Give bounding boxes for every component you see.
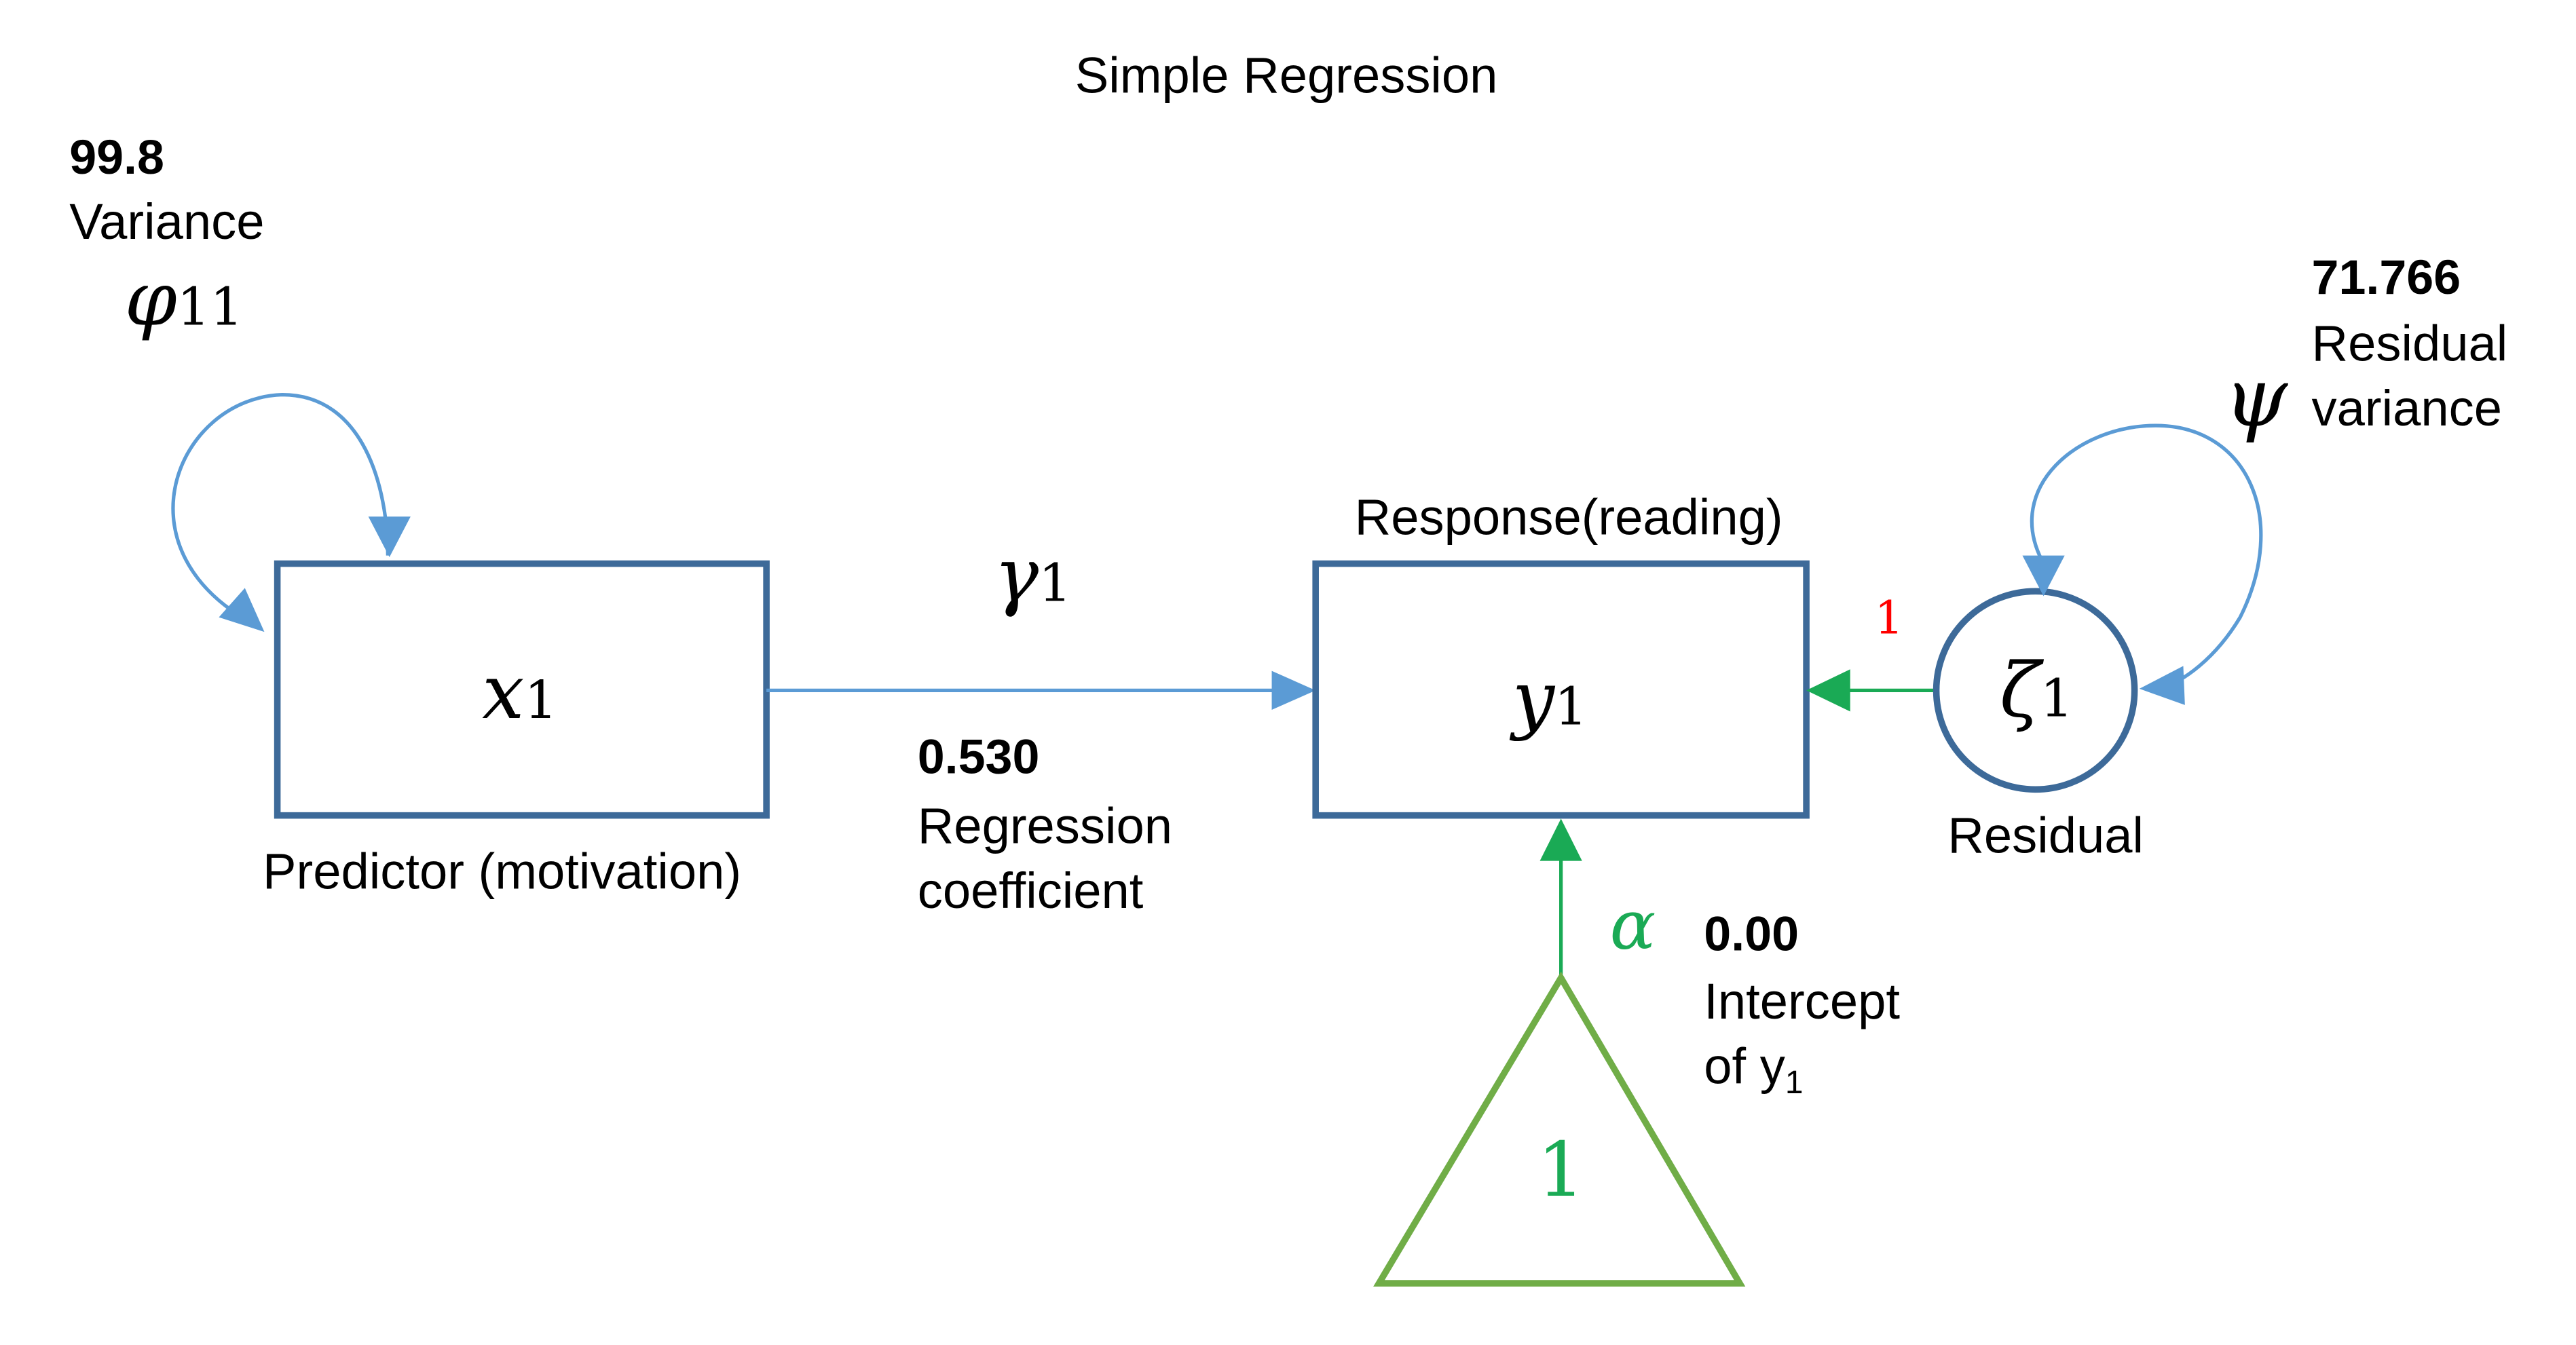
constant-label: 1 bbox=[1537, 1126, 1585, 1213]
gamma-symbol: γ1 bbox=[994, 532, 1072, 619]
intercept-arrowhead bbox=[1539, 818, 1582, 861]
alpha-symbol: α bbox=[1609, 886, 1656, 965]
residual-loop-arrowhead-top bbox=[2022, 555, 2065, 596]
residual-variance-loop bbox=[2030, 423, 2263, 691]
residual-loading: 1 bbox=[1875, 592, 1904, 645]
psi-symbol: ψ bbox=[2224, 351, 2288, 445]
regression-label-line1: Regression bbox=[918, 797, 1172, 854]
constant-triangle bbox=[1373, 971, 1746, 1287]
predictor-loop-arrowhead-top bbox=[368, 516, 411, 558]
residual-caption: Residual bbox=[1947, 808, 2144, 864]
residual-circle bbox=[1933, 588, 2138, 793]
residual-variance-label-line2: variance bbox=[2312, 380, 2502, 436]
diagram-title: Simple Regression bbox=[1075, 47, 1498, 103]
intercept-label-line2: of y1 bbox=[1704, 1038, 1803, 1101]
predictor-variance-label: Variance bbox=[69, 193, 264, 250]
response-variable: y1 bbox=[1509, 656, 1588, 742]
phi-symbol: φ11 bbox=[125, 256, 244, 343]
intercept-label-line1: Intercept bbox=[1704, 973, 1900, 1029]
predictor-loop-arrowhead-left bbox=[219, 588, 265, 632]
predictor-variance-loop bbox=[171, 393, 390, 629]
residual-symbol: ζ1 bbox=[2000, 647, 2073, 734]
response-caption: Response(reading) bbox=[1355, 489, 1783, 546]
residual-variance-value: 71.766 bbox=[2312, 250, 2461, 305]
regression-arrowhead bbox=[1271, 670, 1316, 711]
residual-arrowhead bbox=[1806, 669, 1850, 712]
predictor-caption: Predictor (motivation) bbox=[263, 843, 741, 899]
response-box bbox=[1312, 560, 1810, 819]
predictor-variable: x1 bbox=[482, 649, 557, 736]
predictor-variance-value: 99.8 bbox=[69, 130, 164, 185]
regression-label-line2: coefficient bbox=[918, 863, 1144, 919]
residual-loop-arrowhead-right bbox=[2139, 666, 2185, 705]
intercept-value: 0.00 bbox=[1704, 907, 1799, 961]
regression-value: 0.530 bbox=[918, 730, 1040, 784]
residual-variance-label-line1: Residual bbox=[2312, 315, 2508, 371]
